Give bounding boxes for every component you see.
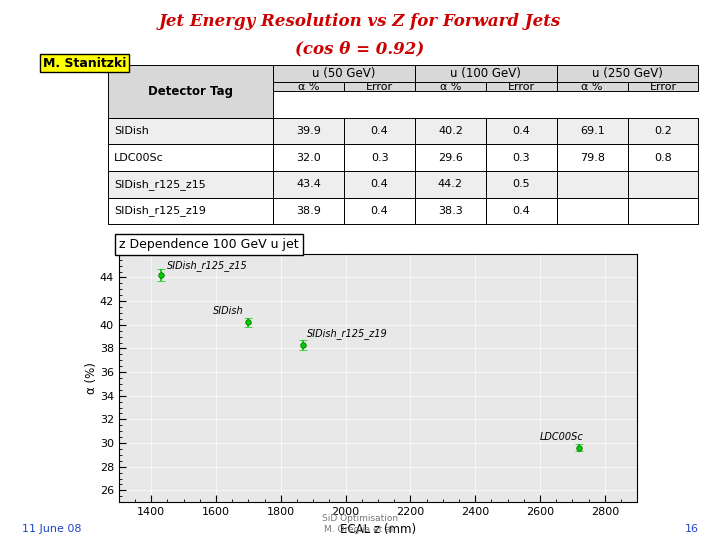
FancyBboxPatch shape bbox=[628, 82, 698, 91]
Text: SiD Optimisation
M. Oreglia et al.: SiD Optimisation M. Oreglia et al. bbox=[322, 514, 398, 534]
FancyBboxPatch shape bbox=[108, 145, 274, 171]
FancyBboxPatch shape bbox=[557, 118, 628, 145]
FancyBboxPatch shape bbox=[415, 145, 486, 171]
Text: 43.4: 43.4 bbox=[297, 179, 321, 190]
Text: Error: Error bbox=[649, 82, 677, 92]
Text: 40.2: 40.2 bbox=[438, 126, 463, 136]
Text: α %: α % bbox=[298, 82, 320, 92]
Text: 0.2: 0.2 bbox=[654, 126, 672, 136]
Text: 38.3: 38.3 bbox=[438, 206, 463, 216]
FancyBboxPatch shape bbox=[274, 118, 344, 145]
X-axis label: ECAL z (mm): ECAL z (mm) bbox=[340, 523, 416, 536]
Y-axis label: α (%): α (%) bbox=[85, 362, 99, 394]
Text: Error: Error bbox=[366, 82, 393, 92]
FancyBboxPatch shape bbox=[628, 198, 698, 224]
Text: 11 June 08: 11 June 08 bbox=[22, 523, 81, 534]
FancyBboxPatch shape bbox=[274, 198, 344, 224]
Text: u (50 GeV): u (50 GeV) bbox=[312, 67, 376, 80]
FancyBboxPatch shape bbox=[486, 198, 557, 224]
FancyBboxPatch shape bbox=[108, 198, 274, 224]
Text: Error: Error bbox=[508, 82, 535, 92]
FancyBboxPatch shape bbox=[415, 171, 486, 198]
FancyBboxPatch shape bbox=[628, 118, 698, 145]
Text: (cos θ = 0.92): (cos θ = 0.92) bbox=[295, 40, 425, 57]
FancyBboxPatch shape bbox=[628, 145, 698, 171]
Text: M. Stanitzki: M. Stanitzki bbox=[43, 57, 127, 70]
FancyBboxPatch shape bbox=[108, 65, 274, 118]
FancyBboxPatch shape bbox=[344, 82, 415, 91]
FancyBboxPatch shape bbox=[415, 65, 557, 82]
FancyBboxPatch shape bbox=[415, 198, 486, 224]
Text: 32.0: 32.0 bbox=[297, 153, 321, 163]
Text: u (250 GeV): u (250 GeV) bbox=[592, 67, 663, 80]
FancyBboxPatch shape bbox=[557, 145, 628, 171]
Text: SIDish_r125_z19: SIDish_r125_z19 bbox=[307, 328, 387, 339]
FancyBboxPatch shape bbox=[557, 65, 698, 82]
Text: 0.3: 0.3 bbox=[513, 153, 530, 163]
FancyBboxPatch shape bbox=[486, 118, 557, 145]
FancyBboxPatch shape bbox=[557, 82, 628, 91]
FancyBboxPatch shape bbox=[557, 171, 628, 198]
Text: 0.4: 0.4 bbox=[371, 179, 389, 190]
Text: 44.2: 44.2 bbox=[438, 179, 463, 190]
Text: Detector Tag: Detector Tag bbox=[148, 85, 233, 98]
Text: 69.1: 69.1 bbox=[580, 126, 605, 136]
FancyBboxPatch shape bbox=[486, 171, 557, 198]
Text: z Dependence 100 GeV u jet: z Dependence 100 GeV u jet bbox=[119, 238, 298, 251]
FancyBboxPatch shape bbox=[344, 171, 415, 198]
Text: 29.6: 29.6 bbox=[438, 153, 463, 163]
Text: SIDish: SIDish bbox=[114, 126, 149, 136]
Text: SIDish: SIDish bbox=[213, 307, 243, 316]
Text: 0.5: 0.5 bbox=[513, 179, 530, 190]
FancyBboxPatch shape bbox=[274, 145, 344, 171]
FancyBboxPatch shape bbox=[274, 65, 415, 82]
Text: SIDish_r125_z15: SIDish_r125_z15 bbox=[114, 179, 206, 190]
FancyBboxPatch shape bbox=[108, 171, 274, 198]
Text: Jet Energy Resolution vs Z for Forward Jets: Jet Energy Resolution vs Z for Forward J… bbox=[159, 14, 561, 30]
Text: LDC00Sc: LDC00Sc bbox=[114, 153, 163, 163]
Text: 16: 16 bbox=[685, 523, 698, 534]
Text: SIDish_r125_z19: SIDish_r125_z19 bbox=[114, 205, 206, 217]
Text: u (100 GeV): u (100 GeV) bbox=[451, 67, 521, 80]
Text: LDC00Sc: LDC00Sc bbox=[540, 432, 584, 442]
FancyBboxPatch shape bbox=[344, 198, 415, 224]
Text: 0.4: 0.4 bbox=[513, 126, 530, 136]
Text: 0.8: 0.8 bbox=[654, 153, 672, 163]
FancyBboxPatch shape bbox=[344, 145, 415, 171]
FancyBboxPatch shape bbox=[415, 118, 486, 145]
FancyBboxPatch shape bbox=[628, 171, 698, 198]
FancyBboxPatch shape bbox=[274, 171, 344, 198]
FancyBboxPatch shape bbox=[486, 82, 557, 91]
Text: 0.4: 0.4 bbox=[513, 206, 530, 216]
FancyBboxPatch shape bbox=[486, 145, 557, 171]
Text: α %: α % bbox=[440, 82, 462, 92]
Text: 79.8: 79.8 bbox=[580, 153, 605, 163]
FancyBboxPatch shape bbox=[557, 198, 628, 224]
FancyBboxPatch shape bbox=[274, 82, 344, 91]
Text: α %: α % bbox=[581, 82, 603, 92]
FancyBboxPatch shape bbox=[415, 82, 486, 91]
FancyBboxPatch shape bbox=[108, 118, 274, 145]
Text: 0.4: 0.4 bbox=[371, 206, 389, 216]
Text: 39.9: 39.9 bbox=[297, 126, 321, 136]
Text: 38.9: 38.9 bbox=[297, 206, 321, 216]
Text: 0.4: 0.4 bbox=[371, 126, 389, 136]
Text: 0.3: 0.3 bbox=[371, 153, 388, 163]
Text: SIDish_r125_z15: SIDish_r125_z15 bbox=[168, 260, 248, 271]
FancyBboxPatch shape bbox=[344, 118, 415, 145]
